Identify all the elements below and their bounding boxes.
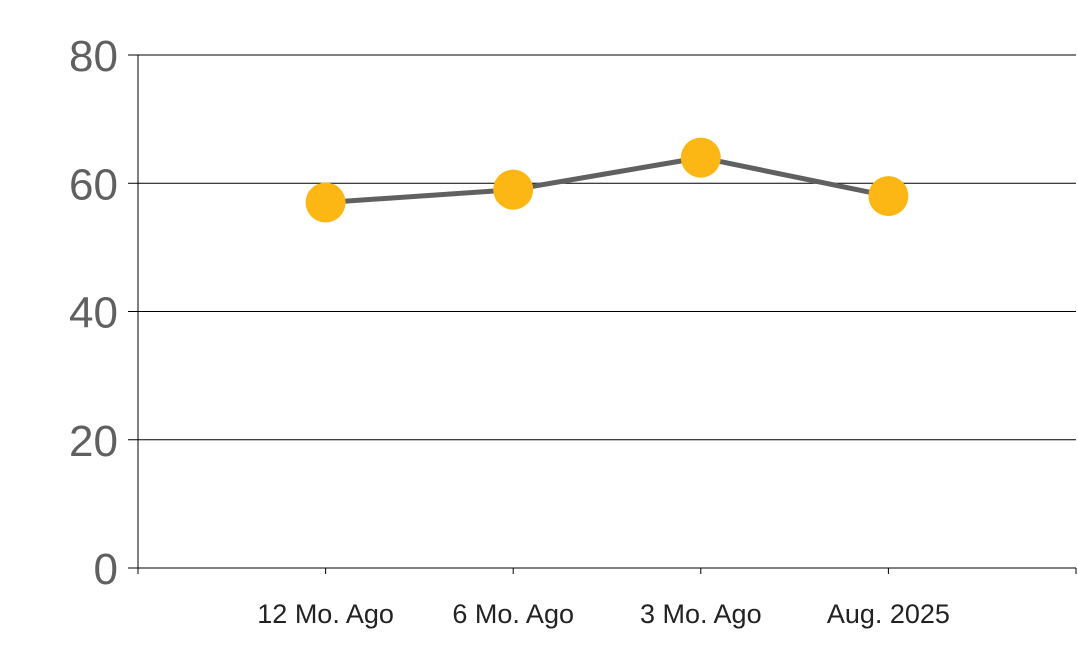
data-point: [305, 182, 346, 223]
y-tick-label-60: 60: [69, 160, 118, 209]
y-tick-label-40: 40: [69, 289, 118, 338]
series: [305, 137, 909, 223]
data-point: [868, 176, 909, 217]
x-tick-label: Aug. 2025: [827, 599, 950, 629]
y-axis-tick-labels: 0 20 40 60 80: [69, 32, 118, 594]
y-tick-label-0: 0: [94, 545, 118, 594]
y-tick-label-20: 20: [69, 417, 118, 466]
axes: [128, 55, 1077, 574]
x-tick-label: 3 Mo. Ago: [640, 599, 762, 629]
x-tick-label: 6 Mo. Ago: [452, 599, 574, 629]
x-axis-tick-labels: 12 Mo. Ago 6 Mo. Ago 3 Mo. Ago Aug. 2025: [257, 599, 950, 629]
x-tick-label: 12 Mo. Ago: [257, 599, 394, 629]
grid-lines: [128, 54, 1076, 441]
series-line: [325, 155, 889, 205]
data-point: [680, 137, 721, 178]
data-point: [493, 169, 534, 210]
y-tick-label-80: 80: [69, 32, 118, 81]
